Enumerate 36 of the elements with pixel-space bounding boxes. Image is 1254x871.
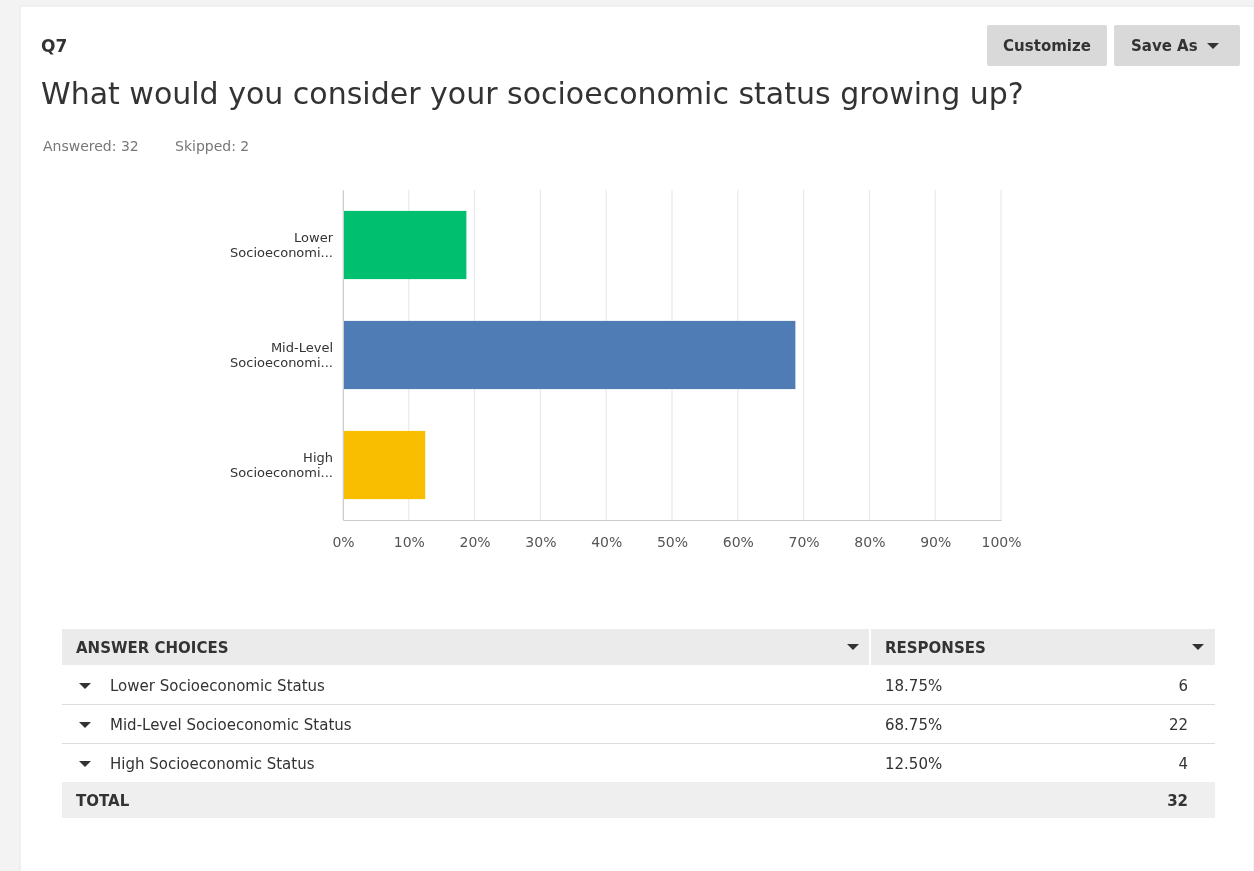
text: Save As [1131,37,1198,55]
x-tick-label: 60% [722,533,754,550]
text: Q7 [41,36,68,56]
text: TOTAL [76,792,130,810]
y-tick-label: Mid-Level Socioeconomi... [230,339,333,370]
x-tick-label: 0% [332,533,355,550]
text: Answered: 32 [43,138,139,154]
y-tick-label: High Socioeconomi... [230,449,333,480]
x-tick-label: 80% [854,533,886,550]
bar [343,430,426,500]
x-tick-label: 30% [525,533,557,550]
x-tick-label: 40% [591,533,623,550]
x-tick-label: 100% [981,533,1022,550]
text: Skipped: 2 [175,138,250,154]
x-tick-label: 20% [459,533,491,550]
chart-title: What would you consider your socioeconomic status growing up? [41,76,1024,111]
text: 12.50% [885,755,943,773]
text: 6 [1178,677,1188,695]
bar [343,320,796,390]
text: 4 [1178,755,1188,773]
text: RESPONSES [885,639,986,657]
text: Mid-Level Socioeconomic Status [110,716,352,734]
x-tick-label: 70% [788,533,820,550]
x-tick-label: 90% [920,533,952,550]
x-tick-label: 50% [656,533,689,550]
text: Lower Socioeconomic Status [110,677,326,695]
text: 32 [1167,792,1188,810]
text: Customize [1003,37,1091,55]
text: 68.75% [885,716,943,734]
text: 18.75% [885,677,943,695]
y-tick-label: Lower Socioeconomi... [230,229,334,260]
bar [343,210,467,280]
x-tick-label: 10% [393,533,425,550]
text: High Socioeconomic Status [110,755,315,773]
text: 22 [1168,716,1188,734]
text: ANSWER CHOICES [76,639,229,657]
